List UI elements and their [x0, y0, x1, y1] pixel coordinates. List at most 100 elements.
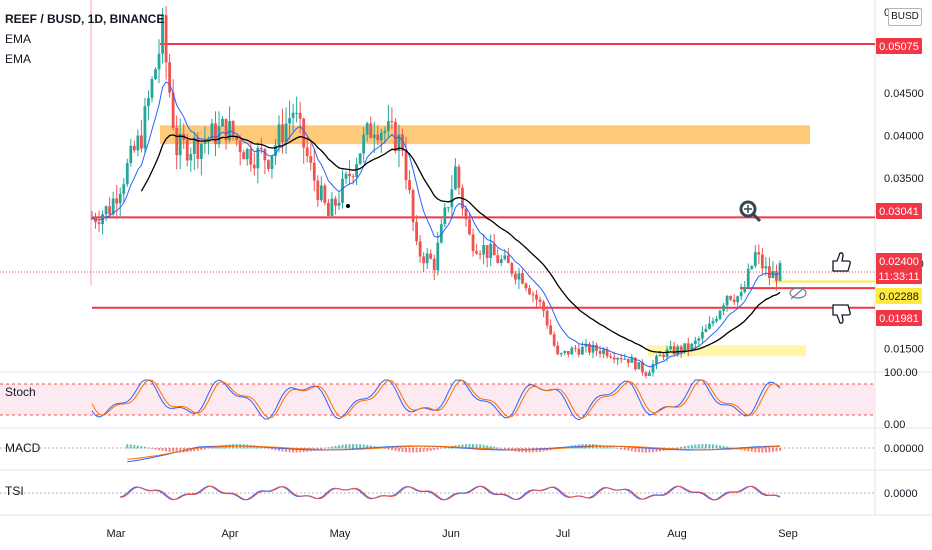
candle-body: [192, 137, 196, 155]
zoom-icon-handle: [751, 212, 762, 223]
candle-body: [619, 358, 623, 360]
candle-body: [743, 286, 747, 293]
candle-body: [362, 134, 366, 154]
ema-legend-2[interactable]: EMA: [5, 52, 32, 66]
macd-histogram-bar: [436, 448, 439, 450]
candle-body: [154, 69, 157, 80]
candle-body: [524, 283, 528, 289]
candle-body: [259, 147, 263, 150]
support-zone: [648, 345, 806, 357]
candle-body: [718, 310, 722, 319]
candle-body: [231, 121, 235, 136]
candle-body: [605, 349, 609, 357]
candle-body: [432, 258, 436, 271]
stoch-pane-label[interactable]: Stoch: [5, 385, 36, 399]
macd-histogram-bar: [542, 448, 545, 452]
macd-histogram-bar: [383, 448, 386, 449]
symbol-legend[interactable]: REEF / BUSD, 1D, BINANCE: [5, 12, 165, 26]
thumbs-up-icon: [832, 252, 851, 272]
candle-body: [326, 202, 330, 216]
ema-fast-line: [91, 81, 781, 368]
price-badge: [876, 310, 922, 326]
candle-body: [662, 355, 665, 358]
time-axis-label: Mar: [107, 528, 126, 540]
candle-body: [566, 350, 570, 355]
macd-histogram-bar: [267, 448, 270, 449]
macd-histogram-bar: [210, 447, 213, 449]
macd-histogram-bar: [200, 448, 203, 451]
candle-body: [556, 345, 560, 355]
candle-body: [394, 121, 397, 152]
macd-histogram-bar: [292, 448, 295, 453]
candle-body: [277, 124, 281, 146]
candle-body: [715, 318, 718, 321]
macd-histogram-bar: [500, 448, 503, 449]
candle-body: [464, 208, 468, 220]
macd-histogram-bar: [757, 448, 760, 453]
candle-body: [609, 356, 613, 358]
macd-histogram-bar: [214, 446, 217, 449]
macd-histogram-bar: [535, 448, 538, 453]
candle-body: [199, 143, 203, 159]
candle-body: [189, 154, 193, 161]
macd-histogram-bar: [479, 444, 482, 449]
tsi-line: [120, 485, 781, 501]
candle-body: [648, 372, 651, 376]
candle-body: [581, 346, 584, 355]
candle-body: [288, 118, 291, 124]
macd-histogram-bar: [136, 445, 139, 449]
macd-histogram-bar: [602, 445, 605, 449]
candle-body: [559, 353, 563, 355]
macd-histogram-bar: [405, 448, 408, 453]
candle-body: [768, 266, 771, 279]
candle-body: [669, 346, 673, 350]
currency-unit-button[interactable]: BUSD: [888, 8, 922, 26]
tsi-pane-label[interactable]: TSI: [5, 484, 24, 498]
candle-body: [771, 271, 775, 279]
price-badge-label: 0.05075: [879, 41, 919, 53]
price-tick-label: 0.04000: [884, 131, 924, 143]
macd-histogram-bar: [528, 448, 531, 453]
macd-histogram-bar: [196, 448, 199, 451]
macd-histogram-bar: [779, 448, 781, 451]
price-badge-label: 0.03041: [879, 206, 919, 218]
candle-body: [764, 266, 768, 269]
price-badge: [876, 203, 922, 219]
candle-body: [658, 355, 662, 357]
macd-histogram-bar: [422, 448, 425, 452]
macd-histogram-bar: [433, 448, 436, 451]
macd-histogram-bar: [150, 448, 153, 449]
ema-legend-1[interactable]: EMA: [5, 32, 32, 46]
candle-body: [355, 164, 359, 178]
macd-histogram-bar: [129, 444, 132, 449]
candle-body: [284, 123, 288, 142]
price-badge: [876, 253, 922, 269]
macd-histogram-bar: [486, 445, 489, 449]
candle-body: [316, 180, 320, 201]
candle-body: [750, 265, 754, 269]
candle-body: [97, 222, 101, 225]
macd-histogram-bar: [352, 444, 355, 449]
price-badge-label: 0.02400: [879, 256, 919, 268]
ema-slow-line: [140, 134, 781, 354]
candle-body: [665, 349, 669, 358]
candle-body: [415, 222, 418, 242]
time-axis-label: Jul: [556, 528, 570, 540]
candle-body: [517, 273, 521, 280]
candle-body: [446, 207, 450, 209]
macd-histogram-bar: [345, 444, 348, 449]
candle-body: [753, 252, 757, 266]
candle-body: [655, 356, 658, 365]
candle-body: [365, 123, 369, 135]
candle-body: [697, 338, 701, 341]
macd-pane-label[interactable]: MACD: [5, 441, 41, 455]
candle-body: [570, 347, 574, 355]
macd-histogram-bar: [683, 446, 686, 449]
macd-histogram-bar: [330, 446, 333, 449]
macd-histogram-bar: [394, 448, 397, 451]
candle-body: [672, 346, 676, 355]
candle-body: [683, 343, 687, 353]
macd-histogram-bar: [507, 448, 510, 451]
macd-histogram-bar: [637, 448, 640, 453]
